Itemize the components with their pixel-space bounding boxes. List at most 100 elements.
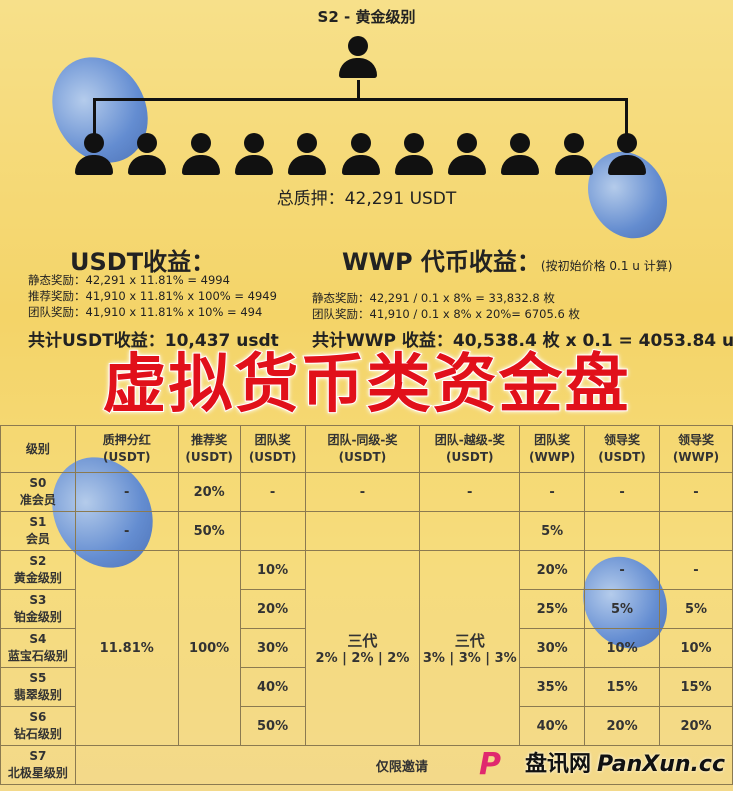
person-icon — [232, 133, 276, 177]
tree-line — [357, 80, 360, 100]
person-icon — [285, 133, 329, 177]
value-cell: - — [659, 472, 733, 512]
level-cell: S1 会员 — [0, 511, 76, 551]
table-row: S0 准会员 -20% - - - - - - — [0, 472, 733, 512]
column-header: 推荐奖 (USDT) — [177, 425, 241, 473]
tree-line — [93, 98, 628, 101]
table-row: S6 钻石级别 50% 40% 20% 20% — [0, 706, 733, 746]
level-code: S4 — [29, 632, 47, 646]
column-header: 团队-同级-奖 (USDT) — [304, 425, 421, 473]
level-name: 准会员 — [19, 493, 56, 507]
value-cell: - — [584, 472, 660, 512]
total-pledge: 总质押：42,291 USDT — [276, 189, 457, 209]
watermark: P 盘讯网 PanXun.cc — [479, 750, 725, 780]
value-cell: - — [74, 511, 179, 551]
column-header: 质押分红 (USDT) — [74, 425, 179, 473]
team-wwp-cell: 40% — [519, 706, 586, 746]
person-icon — [498, 133, 542, 177]
team-cell: 20% — [239, 589, 306, 629]
level-cell: S3 铂金级别 — [0, 589, 76, 629]
column-header: 级别 — [0, 425, 76, 473]
usdt-line: 团队奖励：41,910 x 11.81% x 10% = 494 — [28, 305, 263, 319]
tree-line — [625, 98, 628, 136]
level-cell: S6 钻石级别 — [0, 706, 76, 746]
invite-only-cell: 仅限邀请 — [74, 745, 733, 785]
level-code: S5 — [29, 671, 47, 685]
table-row: S2 黄金级别 11.81% 100% 10% 三代 2% | 2% | 2% 三代 3% | … — [0, 550, 733, 746]
team-cell: 10% — [239, 550, 306, 590]
wwp-line: 静态奖励：42,291 / 0.1 x 8% = 33,832.8 枚 — [312, 291, 555, 305]
level-code: S3 — [29, 593, 47, 607]
level-cell: S5 翡翠级别 — [0, 667, 76, 707]
value-cell: - — [419, 472, 521, 512]
level-code: S2 — [29, 554, 47, 568]
level-name: 蓝宝石级别 — [7, 649, 68, 663]
wwp-total: 共计WWP 收益：40,538.4 枚 x 0.1 = 4053.84 usdt — [312, 331, 733, 351]
level-name: 北极星级别 — [7, 766, 68, 780]
wwp-heading: WWP 代币收益： — [342, 248, 541, 276]
column-header: 团队奖 (USDT) — [239, 425, 306, 473]
usdt-line: 推荐奖励：41,910 x 11.81% x 100% = 4949 — [28, 289, 277, 303]
level-code: S7 — [29, 749, 47, 763]
person-icon — [605, 133, 649, 177]
gen: 三代 — [454, 632, 485, 650]
level-name: 黄金级别 — [13, 571, 62, 585]
watermark-en: PanXun.cc — [597, 752, 725, 777]
column-header: 团队奖 (WWP) — [519, 425, 586, 473]
level-name: 钻石级别 — [13, 727, 62, 741]
level-name: 会员 — [25, 532, 50, 546]
person-icon — [552, 133, 596, 177]
leader-usdt-cell: 20% — [584, 706, 660, 746]
team-cell: 40% — [239, 667, 306, 707]
leader-usdt-cell: 15% — [584, 667, 660, 707]
level-cell: S2 黄金级别 — [0, 550, 76, 590]
person-icon — [392, 133, 436, 177]
person-icon — [339, 133, 383, 177]
person-icon — [336, 36, 380, 80]
level-code: S1 — [29, 515, 47, 529]
column-header: 领导奖 (USDT) — [584, 425, 660, 473]
value-cell: - — [519, 472, 586, 512]
panxun-logo-icon: P — [479, 747, 502, 782]
tree-line — [93, 98, 96, 136]
leader-usdt-cell: 10% — [584, 628, 660, 668]
leader-usdt-cell: 5% — [584, 589, 660, 629]
leader-usdt-cell: - — [584, 550, 660, 590]
person-icon — [125, 133, 169, 177]
pledge-cell: 11.81% — [74, 550, 179, 746]
level-name: 翡翠级别 — [13, 688, 62, 702]
column-header: 领导奖 (WWP) — [659, 425, 733, 473]
value-cell — [419, 511, 521, 551]
leader-wwp-cell: 20% — [659, 706, 733, 746]
level-title: S2 - 黄金级别 — [317, 8, 416, 26]
value-cell: - — [304, 472, 421, 512]
team-wwp-cell: 30% — [519, 628, 586, 668]
leader-wwp-cell: - — [659, 550, 733, 590]
leader-wwp-cell: 5% — [659, 589, 733, 629]
usdt-line: 静态奖励：42,291 x 11.81% = 4994 — [28, 273, 230, 287]
value-cell — [659, 511, 733, 551]
gen: 三代 — [347, 632, 378, 650]
leader-wwp-cell: 15% — [659, 667, 733, 707]
value-cell: 5% — [519, 511, 586, 551]
same-level-cell: 三代 2% | 2% | 2% — [304, 550, 421, 746]
person-icon — [445, 133, 489, 177]
watermark-cn: 盘讯网 — [525, 752, 592, 777]
column-header: 团队-越级-奖 (USDT) — [419, 425, 521, 473]
overlay-title: 虚拟货币类资金盘 — [102, 348, 631, 422]
table-row: S1 会员 -50% 5% — [0, 511, 733, 551]
rates: 2% | 2% | 2% — [315, 651, 410, 666]
team-cell: 30% — [239, 628, 306, 668]
team-cell: 50% — [239, 706, 306, 746]
rewards-table: 级别 质押分红 (USDT) 推荐奖 (USDT) 团队奖 (USDT) 团队-同级-奖… — [0, 425, 733, 785]
level-cell: S4 蓝宝石级别 — [0, 628, 76, 668]
value-cell: - — [74, 472, 179, 512]
person-icon — [179, 133, 223, 177]
wwp-line: 团队奖励：41,910 / 0.1 x 8% x 20%= 6705.6 枚 — [312, 307, 580, 321]
value-cell: - — [239, 472, 306, 512]
level-cell: S7 北极星级别 — [0, 745, 76, 785]
value-cell — [304, 511, 421, 551]
team-wwp-cell: 25% — [519, 589, 586, 629]
table-row: S3 铂金级别 20% 25% 5% 5% — [0, 589, 733, 629]
level-cell: S0 准会员 — [0, 472, 76, 512]
